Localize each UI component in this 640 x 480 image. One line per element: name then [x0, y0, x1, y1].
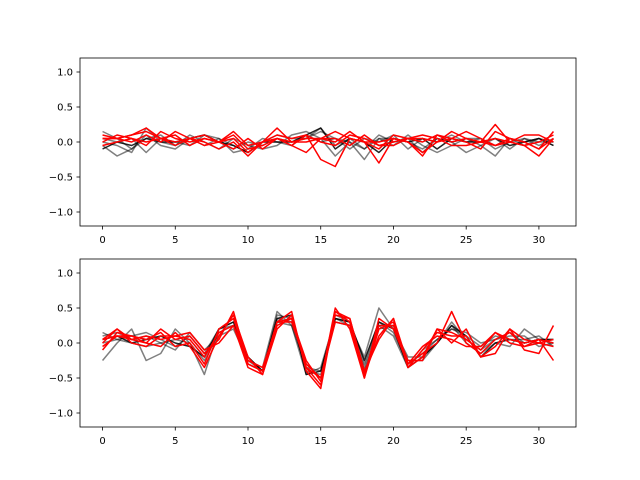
series-line-6 [102, 130, 554, 150]
y-tick-label: 0.0 [57, 138, 73, 149]
x-tick-label: 5 [172, 235, 178, 246]
x-tick-label: 20 [387, 235, 400, 246]
x-tick-label: 15 [314, 235, 327, 246]
y-tick-label: 0.5 [57, 103, 73, 114]
series-line-9 [102, 317, 554, 379]
y-tick-label: 1.0 [57, 269, 73, 280]
y-tick-label: 1.0 [57, 68, 73, 79]
x-tick-label: 0 [99, 436, 105, 447]
x-tick-label: 30 [533, 235, 546, 246]
x-tick-label: 25 [460, 235, 473, 246]
x-tick-label: 10 [242, 436, 255, 447]
series-line-7 [102, 130, 554, 147]
y-tick-label: −0.5 [49, 374, 73, 385]
x-tick-label: 25 [460, 436, 473, 447]
series-line-8 [101, 307, 554, 383]
y-tick-label: −1.0 [49, 208, 73, 219]
series-line-8 [102, 130, 555, 154]
y-tick-label: −0.5 [49, 173, 73, 184]
x-tick-label: 5 [172, 436, 178, 447]
series-group [101, 307, 555, 390]
x-tick-label: 30 [533, 436, 546, 447]
series-line-9 [102, 127, 554, 157]
x-tick-label: 0 [99, 235, 105, 246]
series-group [102, 123, 555, 168]
subplot-top: 0 5 10 15 20 25 30 −1.0 −0.5 0.0 0.5 1.0 [49, 57, 577, 246]
y-tick-label: 0.5 [57, 304, 73, 315]
y-tick-label: 0.0 [57, 339, 73, 350]
x-tick-label: 10 [242, 235, 255, 246]
y-tick-label: −1.0 [49, 409, 73, 420]
subplot-bottom: 0 5 10 15 20 25 30 −1.0 −0.5 0.0 0.5 1.0 [49, 258, 577, 447]
x-tick-label: 20 [387, 436, 400, 447]
x-tick-label: 15 [314, 436, 327, 447]
